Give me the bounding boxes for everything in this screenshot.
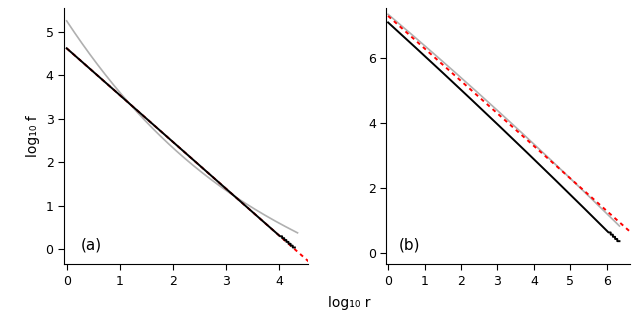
Y-axis label: log₁₀ f: log₁₀ f — [26, 115, 40, 157]
Text: (a): (a) — [81, 237, 102, 252]
Text: log₁₀ r: log₁₀ r — [328, 296, 370, 310]
Text: (b): (b) — [399, 237, 420, 252]
